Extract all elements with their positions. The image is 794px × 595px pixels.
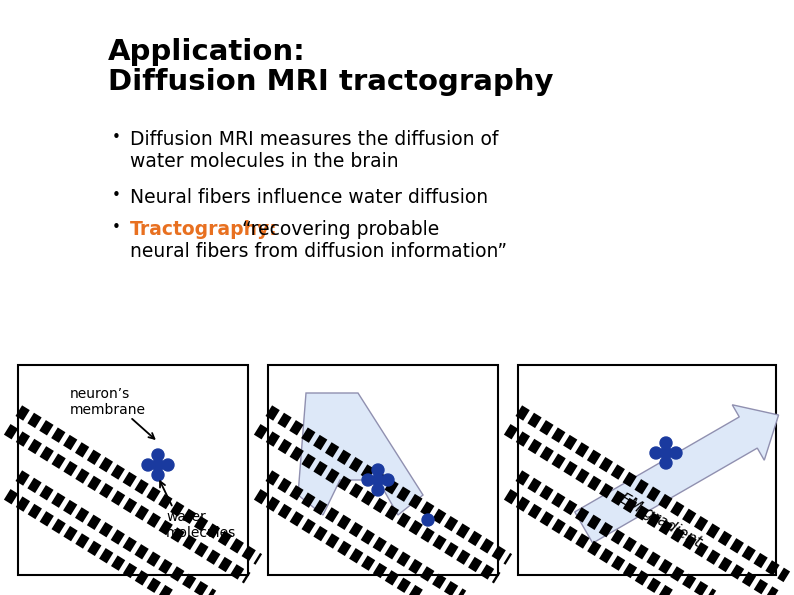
Circle shape	[152, 459, 164, 471]
Text: •: •	[112, 130, 121, 145]
Circle shape	[152, 469, 164, 481]
Circle shape	[660, 437, 672, 449]
Bar	[18, 365, 248, 575]
Circle shape	[660, 447, 672, 459]
Text: •: •	[112, 220, 121, 235]
Circle shape	[372, 464, 384, 476]
Polygon shape	[298, 393, 423, 515]
Text: Diffusion MRI tractography: Diffusion MRI tractography	[108, 68, 553, 96]
Text: water molecules in the brain: water molecules in the brain	[130, 152, 399, 171]
Text: “recovering probable: “recovering probable	[242, 220, 439, 239]
Circle shape	[660, 457, 672, 469]
Bar	[268, 365, 498, 575]
Circle shape	[362, 474, 374, 486]
Text: •: •	[112, 188, 121, 203]
Circle shape	[152, 449, 164, 461]
Text: neuron’s
membrane: neuron’s membrane	[70, 387, 146, 417]
Text: water
molecules: water molecules	[166, 510, 237, 540]
Polygon shape	[575, 405, 779, 543]
Circle shape	[372, 484, 384, 496]
Circle shape	[162, 459, 174, 471]
Text: Tractography:: Tractography:	[130, 220, 278, 239]
Circle shape	[382, 474, 394, 486]
Text: Neural fibers influence water diffusion: Neural fibers influence water diffusion	[130, 188, 488, 207]
Text: Application:: Application:	[108, 38, 306, 66]
Text: EM gradient: EM gradient	[617, 491, 704, 550]
Text: neural fibers from diffusion information”: neural fibers from diffusion information…	[130, 242, 507, 261]
Circle shape	[372, 474, 384, 486]
Circle shape	[670, 447, 682, 459]
Bar	[518, 365, 776, 575]
Text: Diffusion MRI measures the diffusion of: Diffusion MRI measures the diffusion of	[130, 130, 499, 149]
Circle shape	[142, 459, 154, 471]
Circle shape	[650, 447, 662, 459]
Circle shape	[422, 514, 434, 526]
